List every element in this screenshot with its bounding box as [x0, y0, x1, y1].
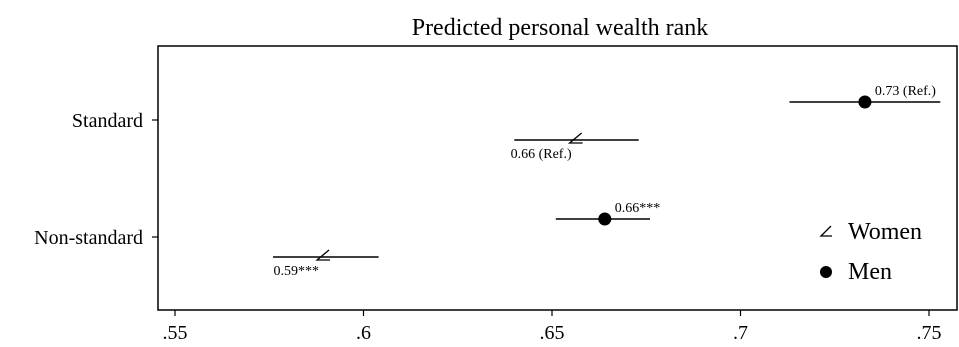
x-tick-label: .55 — [163, 322, 188, 344]
x-tick-label: .6 — [356, 322, 371, 344]
x-tick-label: .7 — [733, 322, 748, 344]
data-label: 0.59*** — [274, 264, 320, 279]
y-category-label: Non-standard — [34, 227, 143, 249]
y-category-label: Standard — [72, 110, 143, 132]
legend-men-marker — [820, 266, 832, 278]
legend-label: Men — [848, 259, 892, 285]
chart-title: Predicted personal wealth rank — [412, 15, 709, 41]
y-axis: Standard Non-standard — [34, 110, 158, 249]
legend: Women Men — [819, 219, 922, 285]
x-tick-label: .75 — [917, 322, 942, 344]
chart-marks: 0.66 (Ref.) 0.59*** 0.73 (Ref.) 0.66*** — [273, 84, 941, 279]
men-marker — [598, 212, 612, 226]
legend-label: Women — [848, 219, 922, 245]
legend-women-marker — [819, 225, 832, 237]
plot-frame — [157, 45, 958, 311]
data-label: 0.73 (Ref.) — [875, 84, 936, 99]
data-label: 0.66*** — [615, 201, 661, 216]
women-marker — [567, 132, 583, 144]
women-marker — [315, 249, 331, 261]
data-label: 0.66 (Ref.) — [511, 147, 572, 162]
x-tick-label: .65 — [540, 322, 565, 344]
men-marker — [858, 95, 872, 109]
x-axis: .55 .6 .65 .7 .75 — [163, 310, 942, 344]
